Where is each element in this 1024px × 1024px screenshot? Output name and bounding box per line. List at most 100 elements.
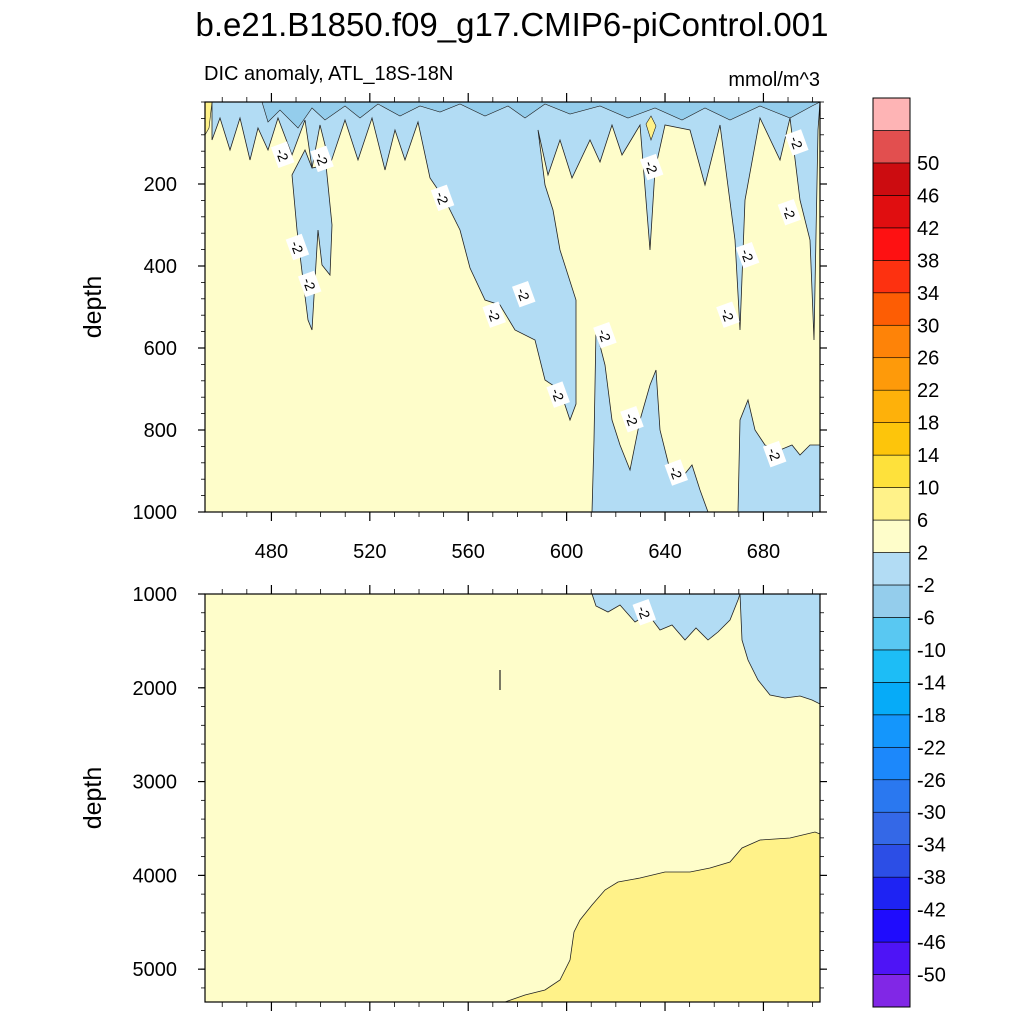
contour-label: -2 [762, 440, 787, 468]
upper-x-tick-label: 520 [353, 541, 386, 563]
upper-y-tick-label: 600 [144, 338, 177, 360]
contour-label: -2 [639, 153, 664, 181]
colorbar-label: -22 [917, 737, 946, 759]
colorbar-swatch [872, 130, 911, 164]
colorbar-label: 2 [917, 543, 928, 565]
contour-label-box [785, 129, 809, 156]
lower-panel: -2 1000 2000 3000 4000 5000 depth [79, 584, 827, 1011]
colorbar-swatch [872, 649, 911, 683]
colorbar-swatch [872, 714, 911, 748]
lower-x-axis [221, 585, 814, 1011]
lower-y-tick-label: 4000 [133, 865, 178, 887]
colorbar-label: -2 [917, 575, 935, 597]
upper-y-tick-label: 800 [144, 420, 177, 442]
colorbar-label: -34 [917, 835, 946, 857]
colorbar-swatch [872, 324, 911, 359]
contour-label-box [285, 233, 310, 261]
colorbar-label: -26 [917, 770, 946, 792]
contour-label: -2 [664, 459, 689, 486]
colorbar-swatch [872, 811, 911, 845]
upper-x-axis: 480 520 560 600 640 680 [221, 93, 814, 563]
colorbar-swatch [872, 682, 911, 716]
contour-label-text: -2 [548, 386, 567, 403]
contour-label-box [639, 153, 664, 181]
contour-label-box [777, 198, 802, 226]
colorbar-label: -10 [917, 640, 946, 662]
upper-strong-negative-patches [261, 101, 821, 129]
colorbar-label: -50 [917, 965, 946, 987]
contour-label-box [270, 141, 295, 169]
colorbar-swatch [872, 941, 911, 975]
colorbar-label: -14 [917, 672, 946, 694]
colorbar-frame [872, 97, 911, 1008]
upper-x-tick-label: 680 [747, 541, 780, 563]
chart-subtitle: DIC anomaly, ATL_18S-18N [204, 63, 453, 85]
colorbar-swatch [872, 292, 911, 326]
contour-label: -2 [632, 599, 657, 626]
contour-label-box [762, 440, 787, 468]
colorbar-label: 10 [917, 478, 939, 500]
colorbar-swatch [872, 227, 911, 261]
contour-label-box [716, 301, 740, 328]
colorbar-label: -18 [917, 705, 946, 727]
contour-label-text: -2 [779, 204, 798, 221]
contour-label: -2 [777, 198, 802, 226]
colorbar-label: -46 [917, 932, 946, 954]
upper-x-tick-label: 640 [648, 541, 681, 563]
colorbar-swatch [872, 260, 911, 294]
colorbar-swatch [872, 617, 911, 651]
contour-label-box [482, 301, 506, 328]
contour-label-box [632, 599, 657, 626]
lower-positive-region-deep [504, 831, 821, 1003]
contour-label-text: -2 [312, 150, 331, 167]
colorbar-swatch [872, 519, 911, 553]
colorbar-swatch [872, 357, 911, 391]
upper-x-tick-label: 600 [550, 541, 583, 563]
colorbar-swatch [872, 974, 911, 1008]
colorbar-swatch [872, 422, 911, 456]
contour-label-text: -2 [787, 134, 806, 151]
colorbar-swatch [872, 389, 911, 423]
colorbar-label: 50 [917, 153, 939, 175]
contour-label-text: -2 [287, 239, 306, 256]
lower-anomaly-fields [499, 593, 821, 1003]
upper-x-tick-label: 560 [452, 541, 485, 563]
contour-label-text: -2 [484, 306, 503, 323]
lower-negative-region-top [591, 593, 741, 641]
contour-label-text: -2 [273, 146, 292, 163]
contour-label: -2 [285, 233, 310, 261]
contour-label: -2 [482, 301, 506, 328]
colorbar-label: -42 [917, 900, 946, 922]
contour-label: -2 [270, 141, 295, 169]
contour-label-box [511, 280, 536, 308]
contour-label: -2 [546, 381, 570, 408]
upper-panel-frame [204, 101, 821, 513]
colorbar-label: 38 [917, 250, 939, 272]
upper-y-tick-label: 1000 [133, 502, 178, 524]
contour-label-text: -2 [634, 604, 653, 621]
colorbar-label: 30 [917, 315, 939, 337]
colorbar-label: -38 [917, 867, 946, 889]
colorbar-label: 22 [917, 380, 939, 402]
lower-y-tick-label: 3000 [133, 772, 178, 794]
contour-label-text: -2 [514, 286, 533, 303]
colorbar-swatch [872, 779, 911, 813]
upper-y-axis-label: depth [79, 276, 107, 339]
lower-y-axis-label: depth [79, 767, 107, 830]
upper-y-axis: 200 400 600 800 1000 [133, 101, 827, 524]
contour-label-box [310, 145, 334, 173]
colorbar-label: 42 [917, 218, 939, 240]
colorbar-swatch [872, 584, 911, 618]
contour-label: -2 [716, 301, 740, 328]
contour-label: -2 [593, 321, 617, 349]
colorbar-swatch [872, 746, 911, 781]
contour-label: -2 [430, 184, 455, 212]
colorbar-label: 26 [917, 348, 939, 370]
contour-label-text: -2 [595, 327, 614, 344]
contour-label: -2 [310, 145, 334, 173]
lower-contour-labels: -2 [632, 599, 657, 626]
contour-label: -2 [735, 241, 760, 269]
contour-label: -2 [511, 280, 536, 308]
contour-label-text: -2 [300, 276, 319, 293]
